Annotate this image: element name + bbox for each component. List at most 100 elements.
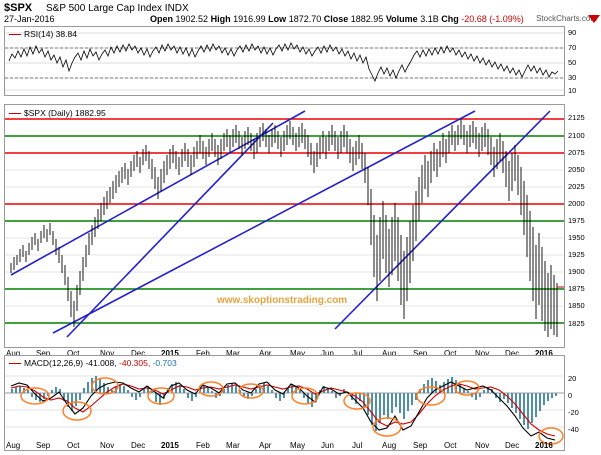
price-ytick-2000: 2000	[568, 199, 585, 208]
xtick-mar-2015: Mar	[226, 349, 240, 358]
price-ytick-1950: 1950	[568, 233, 585, 242]
xtick2-dec-2015: Dec	[505, 441, 520, 450]
macd-legend-value2: -40.305,	[119, 358, 151, 368]
price-ytick-2050: 2050	[568, 165, 585, 174]
down-triangle-icon	[588, 15, 600, 23]
xtick2-jun-2015: Jun	[321, 441, 334, 450]
macd-legend-value1: -41.008,	[85, 358, 117, 368]
open-label: Open	[150, 14, 174, 24]
open-value: 1902.52	[175, 14, 209, 24]
price-ytick-1825: 1825	[568, 319, 585, 328]
rsi-legend-dash-icon	[9, 34, 21, 36]
price-ytick-2025: 2025	[568, 182, 585, 191]
low-value: 1872.70	[288, 14, 322, 24]
xtick-nov-2014: Nov	[100, 349, 115, 358]
macd-ytick-neg20: -20	[568, 408, 579, 417]
xtick-2015: 2015	[161, 349, 179, 358]
low-label: Low	[268, 14, 287, 24]
xtick-nov-2015: Nov	[475, 349, 490, 358]
price-legend-label: $SPX (Daily)	[24, 108, 73, 118]
rsi-ytick-30: 30	[568, 73, 577, 82]
xtick2-mar-2015: Mar	[226, 441, 240, 450]
price-ytick-2075: 2075	[568, 148, 585, 157]
high-value: 1916.99	[233, 14, 266, 24]
price-ytick-2100: 2100	[568, 131, 585, 140]
price-ytick-1875: 1875	[568, 284, 585, 293]
trendline-2	[66, 122, 274, 338]
quote-line: Open 1902.52 High 1916.99 Low 1872.70 Cl…	[150, 14, 524, 24]
price-ytick-1925: 1925	[568, 250, 585, 259]
xtick2-sep-2015: Sep	[413, 441, 428, 450]
macd-panel: MACD(12,26,9) -41.008, -40.305, -0.703	[4, 355, 565, 451]
xtick2-nov-2014: Nov	[100, 441, 115, 450]
xtick-jul-2015: Jul	[352, 349, 363, 358]
rsi-legend: RSI(14) 38.84	[9, 29, 77, 39]
xtick-jun-2015: Jun	[321, 349, 334, 358]
price-panel: $SPX (Daily) 1882.95 www.skoptionstradin…	[4, 104, 565, 348]
macd-signal-line	[10, 383, 556, 437]
close-value: 1882.95	[350, 14, 384, 24]
price-legend-dash-icon	[9, 113, 21, 115]
macd-histogram	[11, 376, 557, 431]
xtick-may-2015: May	[290, 349, 306, 358]
rsi-ytick-70: 70	[568, 43, 577, 52]
quote-date: 27-Jan-2016	[4, 14, 55, 24]
xtick2-2016: 2016	[535, 441, 553, 450]
xtick-oct-2014: Oct	[67, 349, 80, 358]
xtick-sep-2014: Sep	[36, 349, 51, 358]
xtick-aug-2014: Aug	[6, 349, 21, 358]
xtick2-feb-2015: Feb	[196, 441, 210, 450]
xtick2-oct-2014: Oct	[67, 441, 80, 450]
xtick-apr-2015: Apr	[259, 349, 272, 358]
xtick-aug-2015: Aug	[382, 349, 397, 358]
rsi-ytick-90: 90	[568, 28, 577, 37]
rsi-legend-label: RSI(14)	[24, 29, 54, 39]
volume-label: Volume	[385, 14, 418, 24]
macd-legend-value3: -0.703	[152, 358, 177, 368]
macd-ytick-neg40: -40	[568, 425, 579, 434]
macd-plot	[5, 375, 564, 445]
high-label: High	[210, 14, 231, 24]
close-label: Close	[323, 14, 349, 24]
macd-legend-dash-icon	[9, 363, 21, 365]
symbol-title: $SPX	[4, 2, 33, 14]
chart-header: $SPX S&P 500 Large Cap Index INDX 27-Jan…	[0, 0, 601, 26]
price-ytick-1850: 1850	[568, 301, 585, 310]
trendline-3	[52, 110, 476, 334]
rsi-ytick-50: 50	[568, 58, 577, 67]
volume-value: 3.1B	[420, 14, 439, 24]
rsi-plot	[5, 32, 564, 91]
index-name: S&P 500 Large Cap Index INDX	[46, 3, 189, 14]
xtick2-oct-2015: Oct	[444, 441, 457, 450]
rsi-ytick-10: 10	[568, 86, 577, 95]
price-legend-value: 1882.95	[75, 108, 106, 118]
price-legend: $SPX (Daily) 1882.95	[9, 108, 106, 118]
chg-label: Chg	[441, 14, 459, 24]
price-ytick-1900: 1900	[568, 267, 585, 276]
candlestick-series	[10, 119, 558, 337]
xtick-oct-2015: Oct	[444, 349, 457, 358]
xtick-dec-2015: Dec	[505, 349, 520, 358]
rsi-legend-value: 38.84	[55, 29, 77, 39]
xtick-2016: 2016	[535, 349, 553, 358]
xtick2-apr-2015: Apr	[259, 441, 272, 450]
trendline-4	[334, 110, 551, 330]
xtick2-nov-2015: Nov	[475, 441, 490, 450]
xtick2-dec-2014: Dec	[131, 441, 146, 450]
xtick-sep-2015: Sep	[413, 349, 428, 358]
xtick2-aug-2014: Aug	[6, 441, 21, 450]
macd-ytick-20: 20	[568, 374, 577, 383]
macd-ytick-0: 0	[568, 391, 573, 400]
price-plot	[5, 110, 564, 338]
chg-value: -20.68 (-1.09%)	[461, 14, 524, 24]
xtick2-sep-2014: Sep	[36, 441, 51, 450]
xtick-feb-2015: Feb	[196, 349, 210, 358]
rsi-panel: RSI(14) 38.84	[4, 26, 565, 96]
price-ytick-2125: 2125	[568, 113, 585, 122]
xtick-dec-2014: Dec	[131, 349, 146, 358]
xtick2-aug-2015: Aug	[382, 441, 397, 450]
macd-legend-label: MACD(12,26,9)	[24, 358, 84, 368]
macd-legend: MACD(12,26,9) -41.008, -40.305, -0.703	[9, 358, 177, 368]
price-ytick-1975: 1975	[568, 216, 585, 225]
